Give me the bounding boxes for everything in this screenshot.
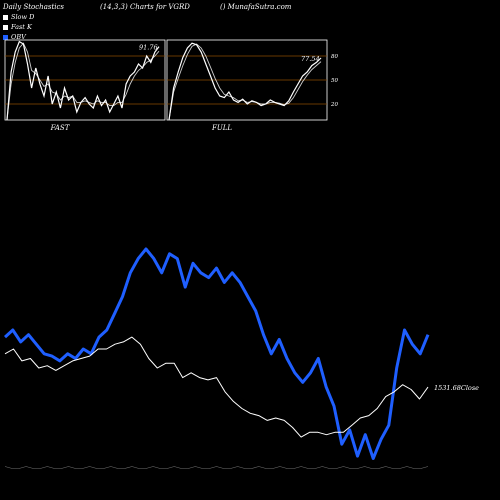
main-price-line — [4, 336, 429, 438]
header-center: (14,3,3) Charts for VGRD — [100, 3, 190, 11]
legend-item-obv: OBV — [3, 32, 34, 42]
header-left: Daily Stochastics — [3, 3, 65, 11]
header-right: () MunafaSutra.com — [220, 3, 292, 11]
panel-fast-fast-k-line — [6, 40, 160, 121]
legend-label-fast-k: Fast K — [11, 23, 32, 31]
legend-swatch-fast-k — [3, 24, 8, 30]
panel-fast-last-value: 91.76 — [139, 44, 158, 52]
main-volume-baseline — [4, 466, 429, 469]
panel-full-slow-d-line — [168, 43, 322, 121]
legend: Slow D Fast K OBV — [3, 12, 34, 42]
main-obv-line — [3, 247, 430, 460]
legend-swatch-slow-d — [3, 14, 8, 20]
panel-fast-title: FAST — [50, 124, 71, 132]
legend-item-slow-d: Slow D — [3, 12, 34, 22]
legend-label-slow-d: Slow D — [11, 13, 35, 21]
main-close-label: 1531.68Close — [434, 384, 479, 392]
legend-swatch-obv — [3, 34, 8, 40]
panel-full-tick-50: 50 — [331, 78, 338, 84]
panel-full-title: FULL — [211, 124, 232, 132]
legend-label-obv: OBV — [11, 33, 26, 41]
panel-fast-slow-d-line — [6, 42, 160, 121]
panel-full-tick-20: 20 — [330, 102, 338, 108]
panel-full-last-value: 77.54 — [301, 55, 320, 63]
panel-full-tick-80: 80 — [331, 54, 338, 60]
legend-item-fast-k: Fast K — [3, 22, 34, 32]
